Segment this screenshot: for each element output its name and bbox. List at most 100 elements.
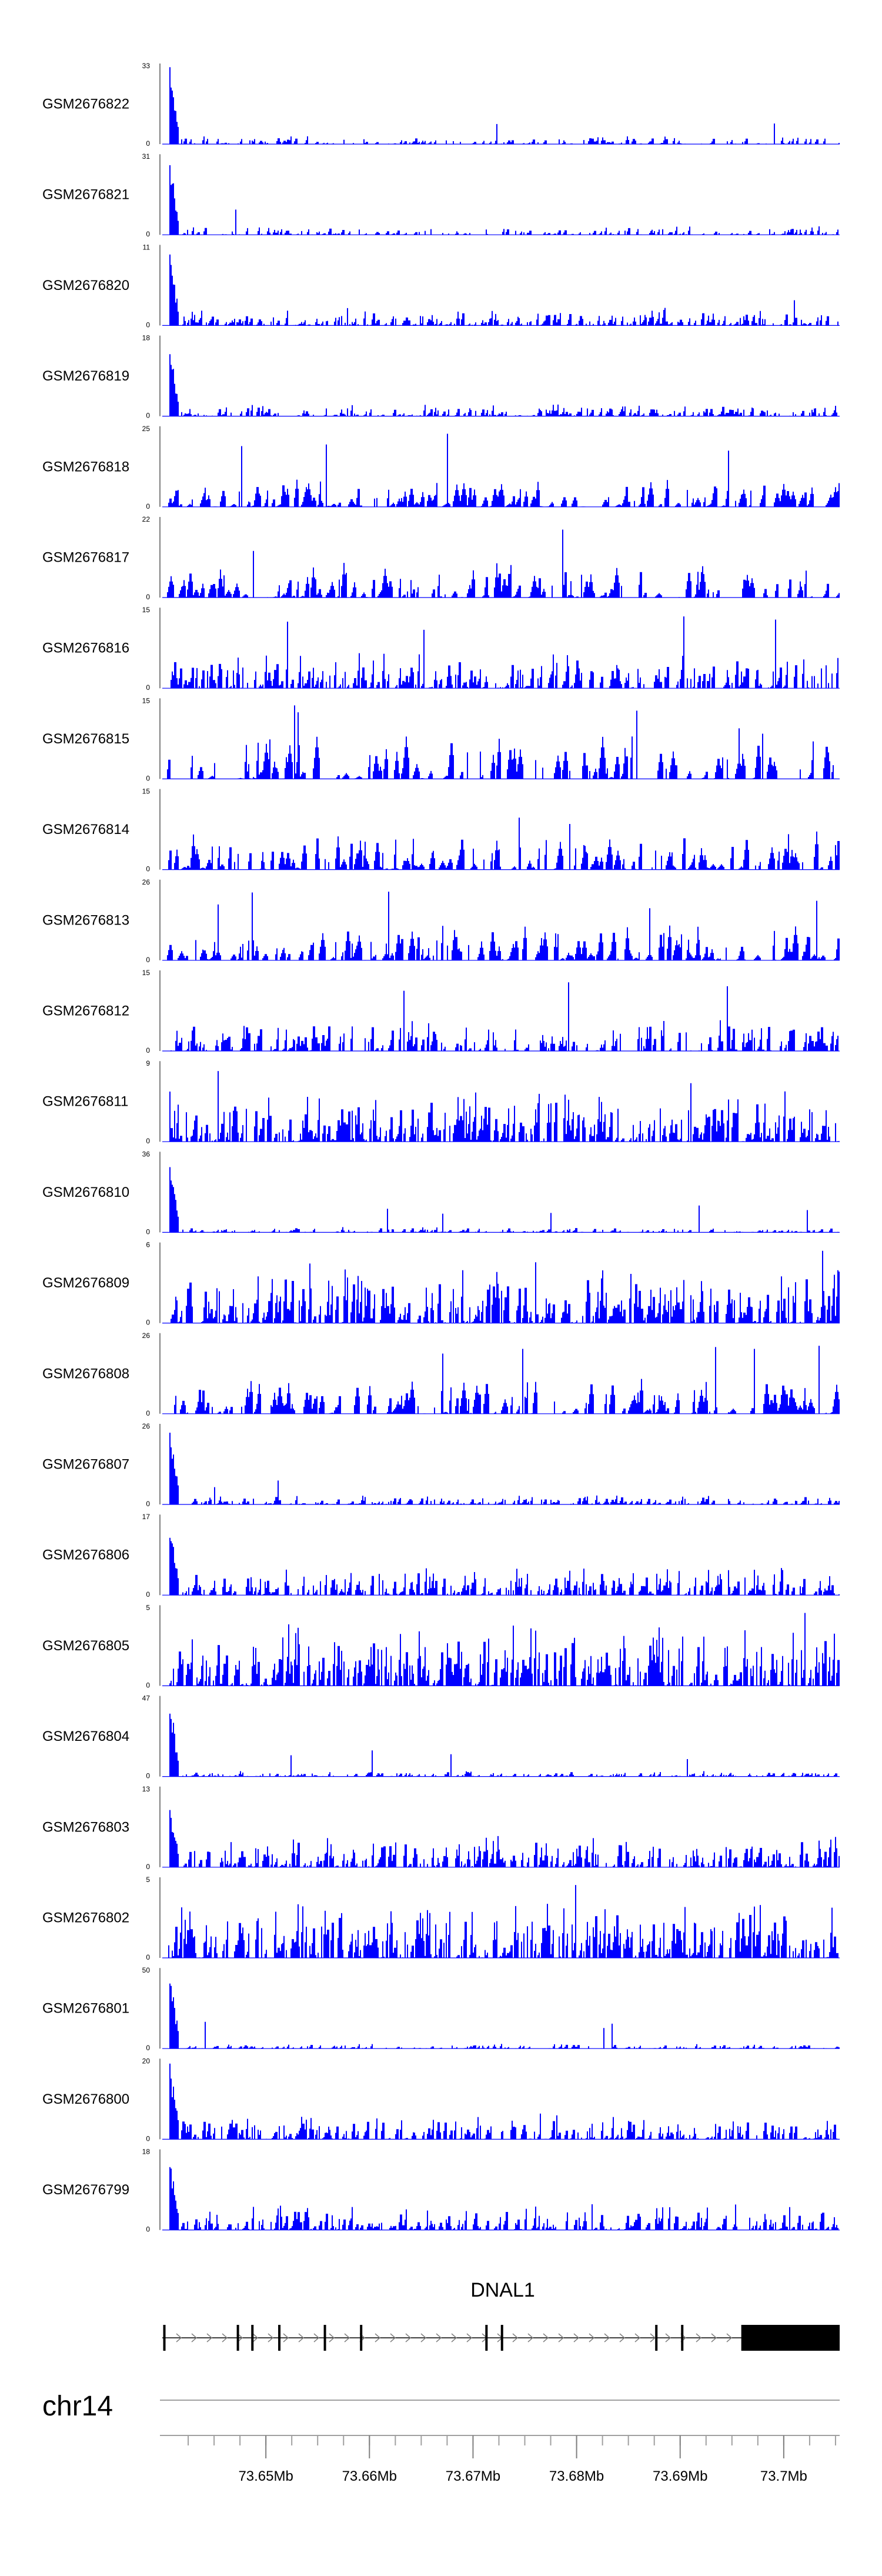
strand-arrow xyxy=(589,2333,595,2343)
track-signal-area xyxy=(162,1885,840,1958)
y-max-label: 50 xyxy=(142,1966,151,1974)
track-GSM2676801: GSM2676801 50 0 xyxy=(42,1966,840,2052)
track-signal-area xyxy=(162,892,840,960)
exon-marks xyxy=(163,2325,840,2351)
strand-arrow xyxy=(375,2333,381,2343)
track-signal-area xyxy=(162,67,840,144)
track-label: GSM2676806 xyxy=(42,1547,129,1563)
track-label: GSM2676812 xyxy=(42,1003,129,1019)
track-signal-area xyxy=(162,705,840,779)
axis-tick-label: 73.65Mb xyxy=(238,2468,293,2484)
y-max-label: 17 xyxy=(142,1513,151,1521)
strand-arrow xyxy=(726,2333,733,2343)
strand-arrow xyxy=(711,2333,717,2343)
strand-arrow xyxy=(329,2333,335,2343)
track-label: GSM2676800 xyxy=(42,2091,129,2107)
exon-utr3-block xyxy=(741,2325,840,2351)
strand-arrow xyxy=(268,2333,274,2343)
exon-mark xyxy=(278,2325,281,2351)
y-max-label: 15 xyxy=(142,969,151,977)
strand-arrow xyxy=(527,2333,534,2343)
track-label: GSM2676818 xyxy=(42,459,129,475)
y-min-label: 0 xyxy=(146,230,150,238)
y-min-label: 0 xyxy=(146,1772,150,1780)
track-GSM2676808: GSM2676808 26 0 xyxy=(42,1332,840,1417)
track-label: GSM2676808 xyxy=(42,1366,129,1382)
y-min-label: 0 xyxy=(146,1681,150,1689)
track-signal-area xyxy=(162,616,840,689)
y-max-label: 11 xyxy=(143,243,151,251)
track-GSM2676821: GSM2676821 31 0 xyxy=(42,152,840,238)
track-signal-area xyxy=(162,1346,840,1414)
y-max-label: 15 xyxy=(142,696,151,705)
strand-arrow xyxy=(390,2333,396,2343)
y-min-label: 0 xyxy=(146,412,150,420)
coverage-tracks: GSM2676822330GSM2676821310GSM2676820110G… xyxy=(42,62,840,2234)
track-label: GSM2676816 xyxy=(42,640,129,656)
y-max-label: 6 xyxy=(146,1241,150,1249)
track-GSM2676816: GSM2676816 15 0 xyxy=(42,606,840,692)
y-max-label: 47 xyxy=(142,1694,151,1703)
strand-arrow xyxy=(176,2333,182,2343)
strand-arrow xyxy=(512,2333,519,2343)
track-GSM2676799: GSM2676799 18 0 xyxy=(42,2148,840,2234)
y-max-label: 22 xyxy=(142,515,151,523)
strand-arrow xyxy=(634,2333,641,2343)
exon-mark xyxy=(323,2325,326,2351)
strand-arrows xyxy=(176,2333,733,2343)
y-min-label: 0 xyxy=(146,2134,150,2143)
track-label: GSM2676821 xyxy=(42,187,129,203)
track-GSM2676807: GSM2676807 26 0 xyxy=(42,1422,840,1508)
track-GSM2676802: GSM2676802 5 0 xyxy=(42,1876,840,1961)
strand-arrow xyxy=(252,2333,259,2343)
exon-mark xyxy=(251,2325,254,2351)
track-GSM2676815: GSM2676815 15 0 xyxy=(42,696,840,782)
track-label: GSM2676805 xyxy=(42,1638,129,1654)
y-min-label: 0 xyxy=(146,593,150,601)
y-min-label: 0 xyxy=(146,321,150,329)
genome-axis: chr14 73.65Mb 73.66Mb 73.67Mb 73.68Mb 73.69M… xyxy=(42,2391,840,2484)
exon-mark xyxy=(163,2325,166,2351)
track-signal-area xyxy=(162,1613,840,1686)
track-GSM2676804: GSM2676804 47 0 xyxy=(42,1694,840,1780)
track-label: GSM2676819 xyxy=(42,368,129,384)
track-label: GSM2676811 xyxy=(42,1094,128,1110)
strand-arrow xyxy=(543,2333,549,2343)
y-max-label: 26 xyxy=(142,1422,151,1430)
track-signal-area xyxy=(162,1250,840,1323)
track-signal-area xyxy=(162,1983,840,2049)
exon-mark xyxy=(485,2325,488,2351)
track-GSM2676822: GSM2676822 33 0 xyxy=(42,62,840,148)
y-min-label: 0 xyxy=(146,2225,150,2234)
y-max-label: 18 xyxy=(142,334,151,342)
y-max-label: 13 xyxy=(142,1785,151,1793)
track-GSM2676806: GSM2676806 17 0 xyxy=(42,1513,840,1599)
track-GSM2676812: GSM2676812 15 0 xyxy=(42,969,840,1055)
track-signal-area xyxy=(162,433,840,507)
axis-tick-label: 73.67Mb xyxy=(446,2468,500,2484)
track-GSM2676813: GSM2676813 26 0 xyxy=(42,878,840,964)
strand-arrow xyxy=(222,2333,228,2343)
y-min-label: 0 xyxy=(146,683,150,692)
track-signal-area xyxy=(162,1537,840,1596)
y-max-label: 15 xyxy=(142,606,151,614)
gene-track: DNAL1 xyxy=(162,2279,840,2351)
strand-arrow xyxy=(298,2333,305,2343)
strand-arrow xyxy=(604,2333,610,2343)
y-max-label: 20 xyxy=(142,2057,151,2065)
track-label: GSM2676807 xyxy=(42,1457,129,1473)
y-min-label: 0 xyxy=(146,774,150,782)
track-signal-area xyxy=(162,165,840,235)
y-min-label: 0 xyxy=(146,865,150,873)
axis-tick-label: 73.7Mb xyxy=(760,2468,807,2484)
strand-arrow xyxy=(206,2333,213,2343)
strand-arrow xyxy=(283,2333,289,2343)
strand-arrow xyxy=(237,2333,243,2343)
y-min-label: 0 xyxy=(146,1227,150,1236)
y-min-label: 0 xyxy=(146,1137,150,1145)
track-GSM2676810: GSM2676810 36 0 xyxy=(42,1150,840,1236)
strand-arrow xyxy=(420,2333,427,2343)
exon-mark xyxy=(236,2325,239,2351)
y-min-label: 0 xyxy=(146,1409,150,1417)
